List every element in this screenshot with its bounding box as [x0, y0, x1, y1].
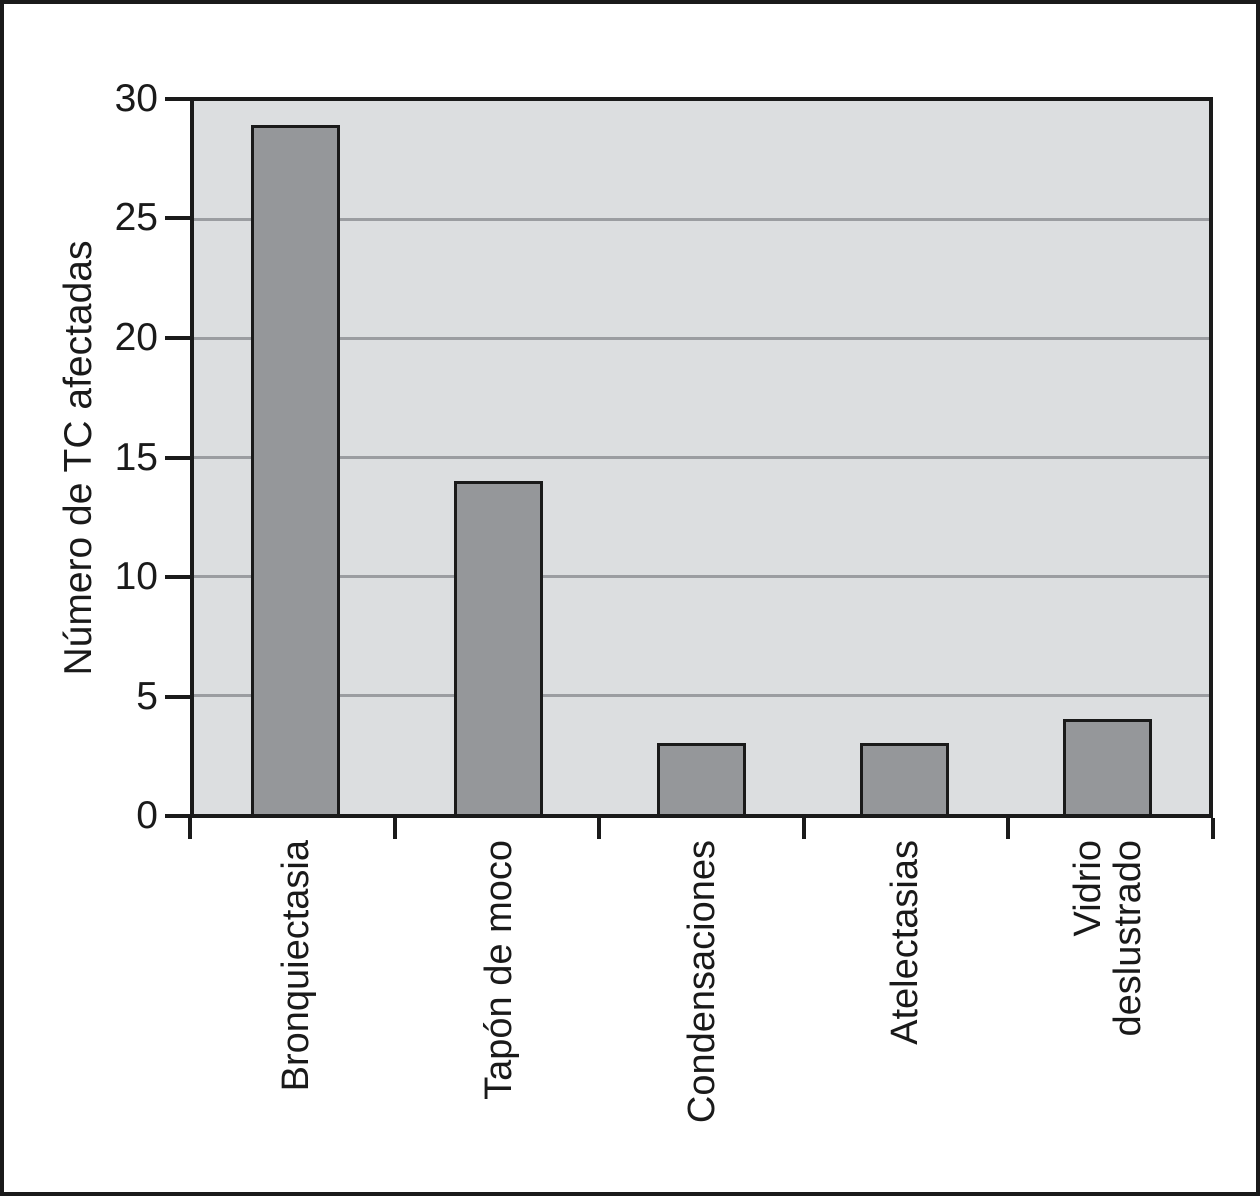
- gridline: [194, 574, 1209, 578]
- y-tick-label: 15: [114, 436, 158, 479]
- bar: [1063, 719, 1152, 814]
- y-tick-label: 30: [114, 77, 158, 120]
- x-tick-mark: [802, 818, 806, 839]
- bar: [860, 743, 949, 814]
- x-tick-mark: [1006, 818, 1010, 839]
- y-tick-mark: [165, 97, 190, 101]
- gridline: [194, 218, 1209, 222]
- x-tick-label: Vidrio deslustrado: [1067, 840, 1149, 1037]
- y-tick-label: 20: [114, 316, 158, 359]
- x-tick-mark: [597, 818, 601, 839]
- x-tick-mark: [188, 818, 192, 839]
- y-tick-mark: [165, 216, 190, 220]
- plot-inner: [194, 101, 1209, 814]
- bar: [454, 481, 543, 814]
- bar: [251, 125, 340, 814]
- y-axis-title: Número de TC afectadas: [57, 240, 100, 676]
- y-tick-mark: [165, 814, 190, 818]
- x-tick-label: Tapón de moco: [478, 840, 520, 1100]
- bar: [657, 743, 746, 814]
- x-tick-mark: [1211, 818, 1215, 839]
- x-tick-label: Bronquiectasia: [275, 840, 317, 1092]
- x-tick-label: Atelectasias: [884, 840, 926, 1045]
- gridline: [194, 693, 1209, 697]
- y-tick-mark: [165, 456, 190, 460]
- x-tick-label: Condensaciones: [681, 840, 723, 1124]
- y-tick-label: 25: [114, 196, 158, 239]
- gridline: [194, 456, 1209, 459]
- plot-area: [190, 97, 1213, 818]
- x-tick-mark: [393, 818, 397, 839]
- gridline: [194, 337, 1209, 341]
- y-tick-label: 0: [136, 794, 158, 837]
- y-tick-label: 5: [136, 675, 158, 718]
- y-tick-mark: [165, 336, 190, 340]
- y-tick-mark: [165, 575, 190, 579]
- y-tick-mark: [165, 695, 190, 699]
- y-tick-label: 10: [114, 555, 158, 598]
